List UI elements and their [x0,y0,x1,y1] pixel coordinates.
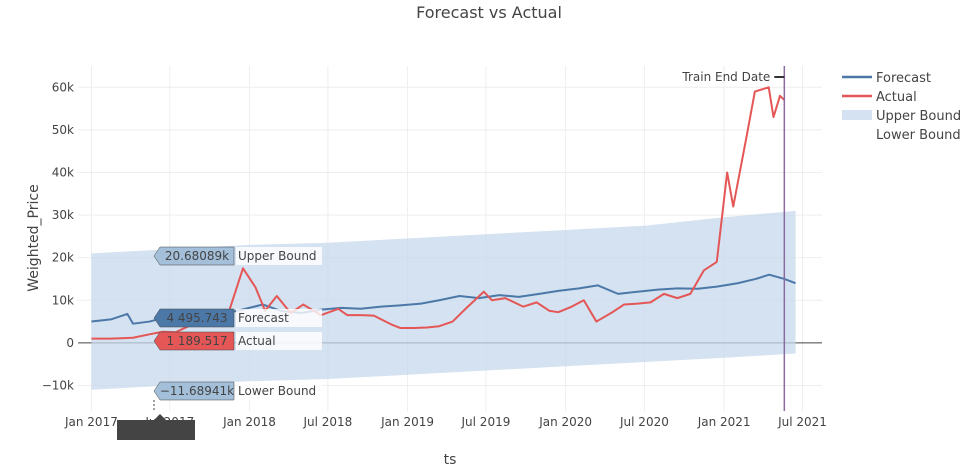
legend-swatch-2 [842,110,872,120]
y-tick-label: 30k [52,208,74,222]
legend-item-lower-bound[interactable]: Lower Bound [876,128,961,143]
actual-hover-value: 1 189.517 [166,334,227,348]
y-tick-label: 50k [52,123,74,137]
forecast-hover-value: 4 495.743 [166,311,227,325]
forecast-hover-label-bg [236,309,322,327]
actual-hover-label-bg [236,332,322,350]
forecast-hover: 4 495.743 Forecast [153,308,322,328]
x-tick-label: Jan 2017 [64,415,118,429]
date-tooltip-box [117,420,195,440]
x-tick-label: Jul 2019 [461,415,511,429]
y-tick-label: 10k [52,293,74,307]
y-tick-label: −10k [42,378,74,392]
forecast-hover-label: Forecast [238,311,289,325]
annotation-layer: Train End Date [681,66,786,411]
x-tick-label: Jul 2018 [302,415,352,429]
actual-hover-box [153,331,235,351]
date-tooltip-arrow [154,414,166,420]
legend[interactable]: Forecast Actual Upper Bound Lower Bound [842,71,961,143]
lower-bound-hover-value: −11.68941k [160,384,234,398]
lower-bound-hover-box [153,381,235,401]
lower-bound-hover-label: Lower Bound [238,384,316,398]
y-tick-label: 60k [52,80,74,94]
legend-item-actual[interactable]: Actual [842,90,917,105]
y-tick-label: 20k [52,251,74,265]
chart-title: Forecast vs Actual [416,3,562,22]
x-axis-title: ts [444,452,457,468]
upper-bound-hover-label-bg [236,247,322,265]
x-tick-label: Jan 2020 [538,415,592,429]
x-tick-label: Jan 2018 [222,415,276,429]
x-tick-label: Jan 2019 [380,415,434,429]
legend-label-3: Lower Bound [876,128,961,143]
actual-hover: 1 189.517 Actual [153,331,322,351]
y-tick-layer: −10k 0 10k 20k 30k 40k 50k 60k [42,80,74,392]
y-tick-label: 0 [66,336,74,350]
legend-item-upper-bound[interactable]: Upper Bound [842,109,961,124]
legend-label-0: Forecast [876,71,931,86]
forecast-hover-box [153,308,235,328]
upper-bound-hover-label: Upper Bound [238,249,317,263]
hover-layer: 20.68089k Upper Bound 4 495.743 Forecast 1 1… [117,246,322,440]
upper-bound-hover-value: 20.68089k [165,249,229,263]
x-tick-label: Jan 2021 [697,415,751,429]
legend-label-1: Actual [876,90,917,105]
y-axis-title: Weighted_Price [26,184,42,291]
upper-bound-hover-box [153,246,235,266]
train-end-label: Train End Date [681,70,770,84]
y-tick-label: 40k [52,165,74,179]
x-tick-label: Jul 2020 [619,415,669,429]
legend-label-2: Upper Bound [876,109,961,124]
x-tick-label: Jul 2021 [777,415,827,429]
upper-bound-hover: 20.68089k Upper Bound [153,246,322,266]
lower-bound-hover: −11.68941k Lower Bound [153,381,322,401]
date-tooltip-text: Apr 7, 2017 [121,423,191,437]
legend-item-forecast[interactable]: Forecast [842,71,931,86]
actual-hover-label: Actual [238,334,276,348]
lower-bound-hover-label-bg [236,382,322,400]
